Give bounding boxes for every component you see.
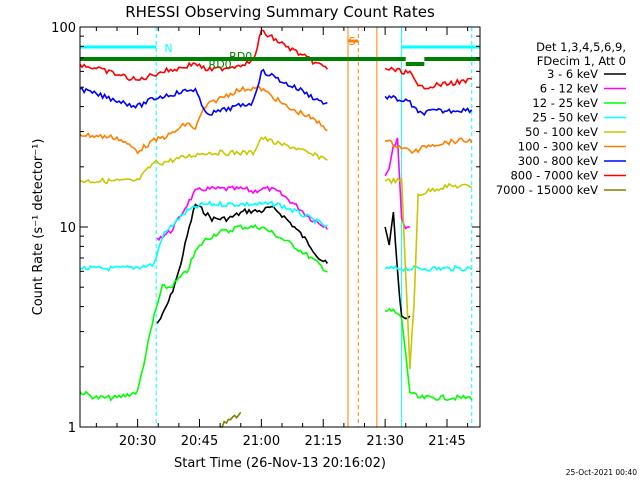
x-tick-label: 20:45 <box>181 434 218 449</box>
legend-entry-label: 3 - 6 keV <box>547 67 598 81</box>
legend-header-line-2: FDecim 1, Att 0 <box>537 54 626 68</box>
annotation-label: S <box>349 35 356 48</box>
x-axis-label: Start Time (26-Nov-13 20:16:02) <box>174 456 386 471</box>
state-flag-bars <box>80 39 480 66</box>
x-tick-label: 20:30 <box>119 434 156 449</box>
legend-entry-label: 6 - 12 keV <box>540 82 598 96</box>
legend-entry-label: 25 - 50 keV <box>532 111 598 125</box>
series-line <box>79 68 473 117</box>
legend-entry-label: 800 - 7000 keV <box>510 169 598 183</box>
series-12-25kev <box>79 223 473 402</box>
series-line <box>79 135 472 369</box>
legend-header-line-1: Det 1,3,4,5,6,9, <box>536 40 626 54</box>
series-50-100kev <box>79 135 472 369</box>
legend: Det 1,3,4,5,6,9, FDecim 1, Att 0 3 - 6 k… <box>496 40 626 197</box>
series-6-12kev <box>156 137 411 242</box>
y-axis-label: Count Rate (s⁻¹ detector⁻¹) <box>31 139 46 316</box>
legend-entry-label: 300 - 800 keV <box>518 154 598 168</box>
x-tick-label: 21:00 <box>243 434 280 449</box>
series-line <box>79 29 472 90</box>
series-line <box>156 137 411 242</box>
series-line <box>79 223 473 402</box>
annotation-label: RD0 <box>229 50 252 63</box>
legend-entry-label: 100 - 300 keV <box>518 140 598 154</box>
legend-entry-label: 12 - 25 keV <box>532 96 598 110</box>
x-tick-label: 21:45 <box>428 434 465 449</box>
series-25-50kev <box>79 200 473 273</box>
chart-title: RHESSI Observing Summary Count Rates <box>125 3 435 21</box>
y-tick-label: 100 <box>51 21 76 36</box>
series-300-800kev <box>79 68 473 117</box>
series-800-7000kev <box>79 29 472 90</box>
series-line <box>79 200 473 273</box>
legend-entry-label: 50 - 100 keV <box>525 125 598 139</box>
legend-entry-label: 7000 - 15000 keV <box>496 183 598 197</box>
x-tick-label: 21:15 <box>305 434 342 449</box>
timestamp: 25-Oct-2021 00:40 <box>566 468 637 477</box>
x-tick-label: 21:30 <box>366 434 403 449</box>
annotation-label: RD0 <box>209 58 232 71</box>
series-line <box>156 203 411 324</box>
y-tick-label: 10 <box>59 221 76 236</box>
y-axis-ticks: 1 10 100 <box>51 21 480 436</box>
y-tick-label: 1 <box>68 421 76 436</box>
series-3-6kev <box>156 203 411 324</box>
data-series <box>79 29 473 428</box>
x-axis-ticks: 20:30 20:45 21:00 21:15 21:30 21:45 <box>95 27 469 449</box>
annotation-label: N <box>164 42 172 55</box>
